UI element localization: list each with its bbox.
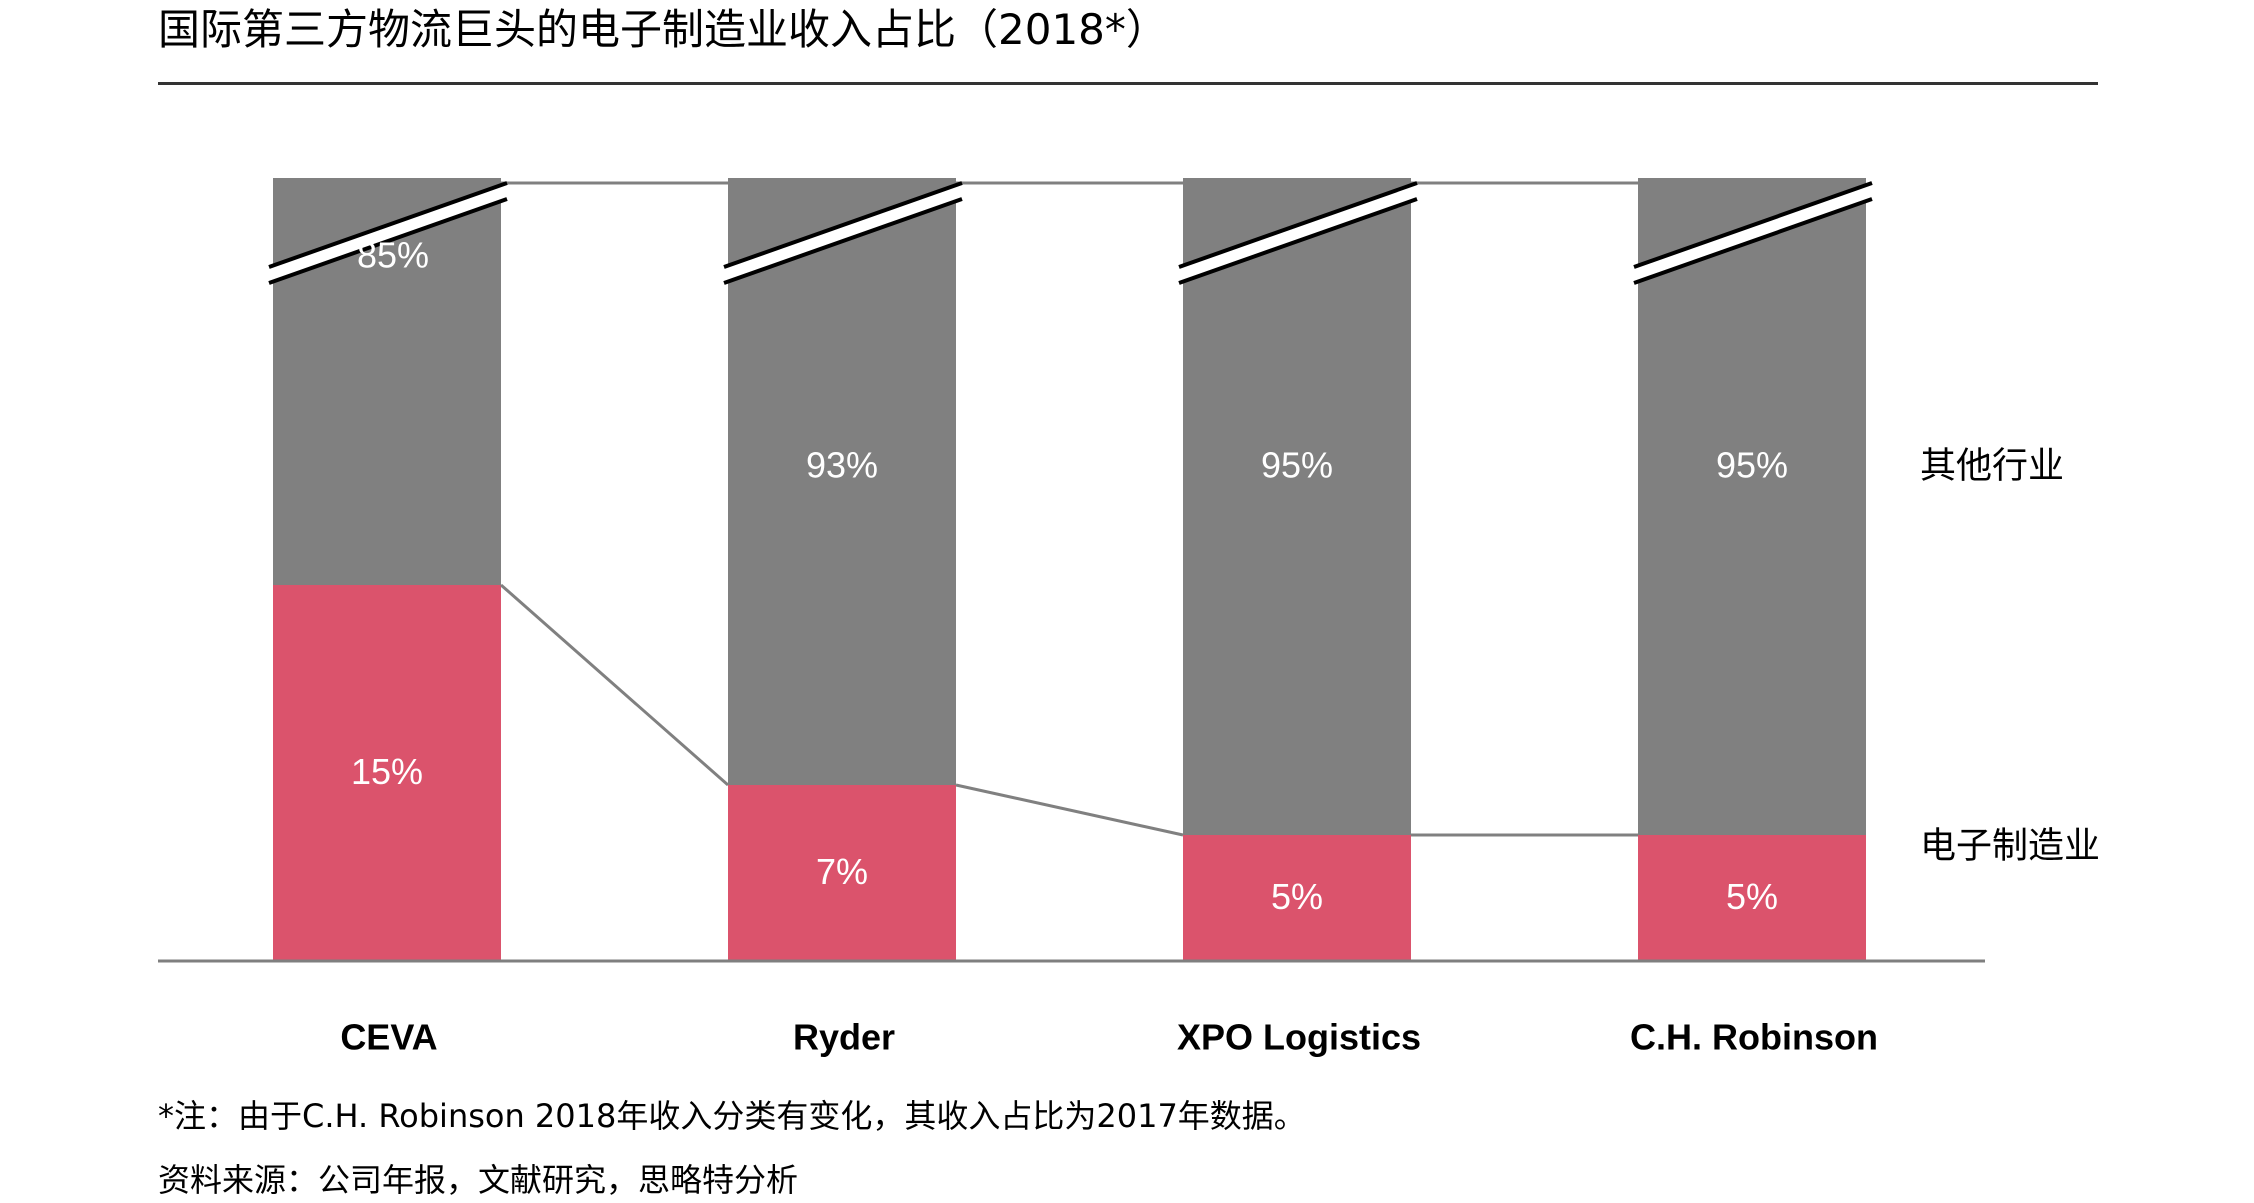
category-label: Ryder [793, 1017, 895, 1058]
bar-electronics-c-h-robinson [1638, 835, 1866, 960]
bar-other-ryder [728, 178, 956, 785]
bar-electronics-xpo-logistics [1183, 835, 1411, 960]
data-label-other: 95% [1716, 445, 1788, 486]
data-label-electronics: 15% [351, 751, 423, 792]
data-label-electronics: 5% [1726, 876, 1778, 917]
bar-other-xpo-logistics [1183, 178, 1411, 835]
bar-other-ceva [273, 178, 501, 585]
axis-break-gap [1634, 183, 1872, 283]
title-divider [158, 82, 2098, 85]
axis-break-line [1633, 197, 1873, 285]
axis-break-gap [1179, 183, 1417, 283]
axis-break-line [1178, 197, 1418, 285]
category-label: CEVA [340, 1017, 437, 1058]
stacked-bar-chart: 15% 85% CEVA 7% 93% Ryder 5% 95% XPO Logistics 5%… [158, 178, 2100, 1058]
page-title: 国际第三方物流巨头的电子制造业收入占比（2018*） [158, 5, 1168, 54]
data-label-electronics: 5% [1271, 876, 1323, 917]
axis-break-line [1178, 181, 1418, 269]
footnote: *注：由于C.H. Robinson 2018年收入分类有变化，其收入占比为20… [158, 1097, 1306, 1135]
data-label-other: 95% [1261, 445, 1333, 486]
legend-other: 其他行业 [1920, 445, 2064, 486]
data-label-electronics: 7% [816, 851, 868, 892]
bar-electronics-ceva [273, 585, 501, 960]
axis-break-line [723, 197, 963, 285]
axis-break-line [723, 181, 963, 269]
category-label: XPO Logistics [1177, 1017, 1421, 1058]
data-label-other: 93% [806, 445, 878, 486]
axis-break-gap [724, 183, 962, 283]
legend-electronics: 电子制造业 [1920, 825, 2100, 866]
axis-break-line [1633, 181, 1873, 269]
category-label: C.H. Robinson [1630, 1017, 1878, 1058]
connector-line [955, 783, 1184, 837]
axis-break-line [268, 181, 508, 269]
connector-line [500, 583, 729, 787]
bar-electronics-ryder [728, 785, 956, 960]
axis-break-line [268, 197, 508, 285]
axis-break-gap [269, 183, 507, 283]
data-label-other: 85% [357, 235, 429, 276]
bar-other-c-h-robinson [1638, 178, 1866, 835]
source-note: 资料来源：公司年报，文献研究，思略特分析 [158, 1161, 799, 1199]
